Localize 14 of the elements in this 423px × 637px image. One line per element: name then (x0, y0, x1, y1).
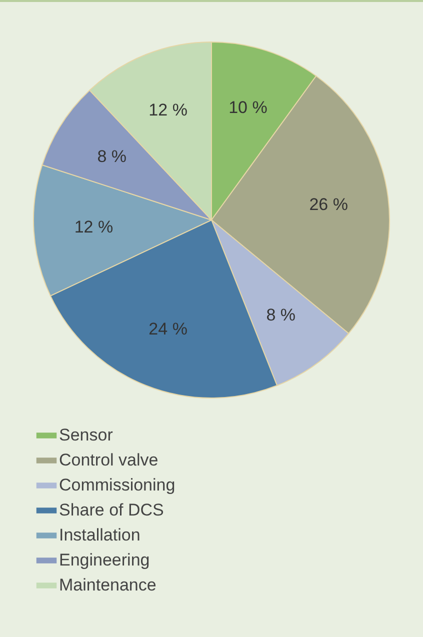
legend-label: Engineering (59, 550, 150, 570)
legend-label: Sensor (59, 426, 114, 444)
legend-label: Installation (59, 526, 140, 544)
data-label: 24 % (148, 320, 188, 339)
legend-label: Share of DCS (59, 500, 164, 520)
data-label: 8 % (266, 305, 296, 324)
legend-label: Control valve (59, 450, 158, 470)
legend-label: Commissioning (59, 476, 176, 494)
data-label: 12 % (74, 217, 114, 236)
data-label: 10 % (228, 98, 268, 117)
legend-label: Maintenance (59, 576, 156, 594)
data-label: 12 % (148, 100, 188, 120)
data-label: 8 % (97, 146, 127, 166)
data-label: 26 % (309, 195, 348, 214)
